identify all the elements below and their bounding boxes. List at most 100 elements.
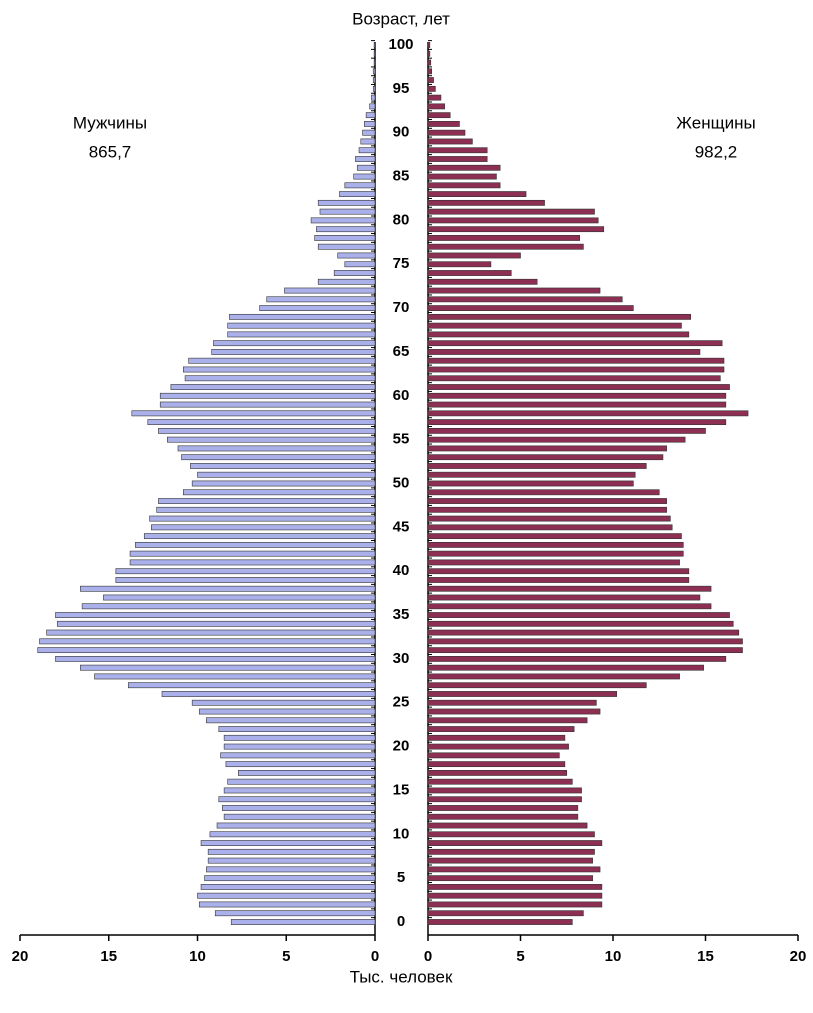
bar	[158, 427, 376, 434]
x-tick-label: 5	[516, 948, 524, 965]
bar	[427, 138, 473, 145]
y-tick-label: 45	[393, 518, 410, 535]
bar	[170, 384, 376, 390]
bar	[427, 489, 660, 496]
bar	[158, 498, 376, 504]
bar	[337, 252, 376, 259]
bar	[223, 734, 376, 741]
bar	[427, 147, 488, 154]
bar	[427, 103, 445, 110]
bar	[427, 822, 588, 829]
bar	[427, 182, 501, 189]
x-axis-title: Тыс. человек	[350, 967, 453, 986]
bar	[427, 761, 566, 768]
bar	[181, 454, 376, 461]
y-tick-label: 35	[393, 606, 410, 623]
bar	[353, 173, 376, 180]
bar	[364, 121, 376, 127]
bar	[206, 866, 376, 873]
bar	[427, 857, 593, 864]
x-tick-label: 15	[697, 948, 714, 965]
bar	[427, 734, 566, 741]
y-tick-label: 0	[397, 913, 405, 930]
bar	[427, 892, 603, 899]
annotation: Женщины	[676, 113, 755, 132]
bar	[218, 726, 376, 732]
bar	[156, 506, 376, 513]
y-tick-label: 75	[393, 255, 410, 272]
bar	[427, 699, 597, 706]
bar	[427, 226, 605, 233]
bar	[427, 910, 584, 917]
bar	[198, 708, 376, 715]
bar	[259, 305, 376, 311]
bar	[80, 664, 376, 671]
x-tick-label: 0	[424, 948, 432, 965]
bar	[427, 770, 568, 776]
bar	[427, 743, 569, 750]
bar	[191, 480, 376, 487]
bar	[427, 243, 584, 250]
bar	[427, 112, 451, 119]
y-tick-label: 15	[393, 781, 410, 798]
bar	[427, 498, 667, 504]
bar	[427, 42, 431, 48]
bar	[369, 103, 376, 110]
annotation: 865,7	[89, 142, 132, 161]
bar	[310, 217, 376, 224]
x-tick-label: 15	[100, 948, 117, 965]
bar	[167, 436, 376, 443]
annotation: 982,2	[695, 142, 738, 161]
bar	[213, 340, 376, 347]
bar	[365, 112, 376, 119]
bar	[427, 68, 432, 75]
bar	[147, 419, 376, 426]
bar	[427, 208, 595, 215]
bar	[284, 287, 376, 294]
bar	[135, 541, 376, 548]
bar	[427, 568, 690, 575]
bar	[39, 638, 376, 645]
bar	[427, 331, 690, 338]
bar	[427, 708, 601, 715]
bar	[427, 664, 704, 671]
bar	[427, 313, 692, 320]
y-axis-title: Возраст, лет	[352, 9, 450, 28]
bar	[371, 94, 376, 101]
bar	[427, 191, 527, 197]
bar	[129, 550, 376, 557]
bar	[427, 85, 436, 92]
bar	[427, 524, 673, 531]
bar	[427, 796, 582, 803]
bar	[149, 515, 376, 522]
bar	[427, 919, 573, 925]
bar	[55, 655, 376, 662]
bar	[427, 901, 603, 908]
bar	[427, 577, 690, 583]
bar	[427, 691, 617, 697]
bar	[427, 261, 492, 268]
bar	[427, 585, 712, 592]
bar	[183, 489, 376, 496]
bar	[131, 410, 376, 417]
bar	[358, 147, 376, 154]
bar	[222, 805, 376, 811]
bar	[129, 559, 376, 566]
bar	[427, 506, 667, 513]
bar	[427, 831, 595, 838]
bar	[427, 59, 432, 66]
bar	[427, 778, 573, 785]
bar	[143, 533, 376, 540]
bar	[314, 235, 376, 241]
bar	[427, 612, 730, 618]
bar	[230, 919, 376, 925]
bar	[333, 270, 376, 276]
bar	[209, 831, 376, 838]
bar	[427, 419, 727, 426]
bar	[207, 857, 376, 864]
bar	[362, 129, 376, 136]
bar	[427, 392, 727, 399]
y-tick-label: 80	[393, 211, 410, 228]
bar	[372, 85, 376, 92]
bar	[427, 401, 727, 408]
